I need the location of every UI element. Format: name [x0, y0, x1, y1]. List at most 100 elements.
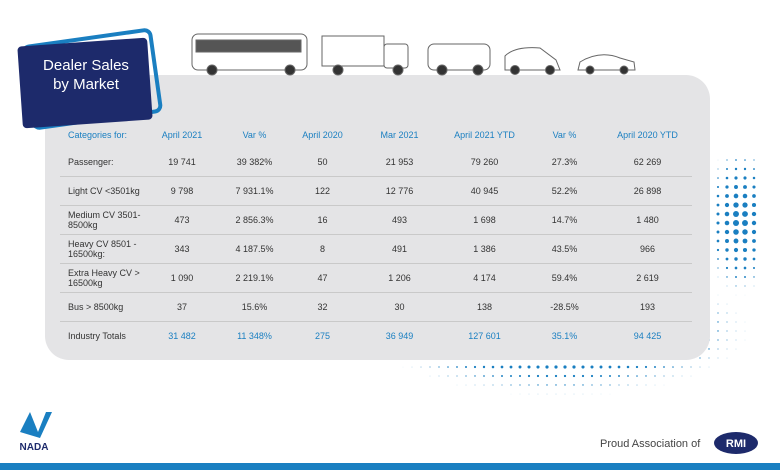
- dot: [726, 321, 728, 323]
- cell: 36 949: [385, 331, 414, 341]
- dot: [733, 193, 739, 199]
- table-row: Industry Totals 31 482 11 348% 275 36 949 127…: [60, 322, 692, 351]
- cell: 9 798: [144, 176, 220, 206]
- header-cell: Mar 2021: [380, 130, 419, 140]
- dot: [564, 384, 566, 386]
- dot: [708, 357, 710, 359]
- dot: [681, 375, 683, 377]
- dot: [690, 366, 692, 368]
- cell: 4 187.5%: [220, 234, 289, 264]
- dot: [717, 303, 719, 305]
- cell: 4 174: [443, 263, 526, 293]
- dot: [725, 239, 729, 243]
- dot: [626, 365, 630, 369]
- dot: [735, 348, 737, 350]
- dot: [726, 330, 728, 332]
- cell: 26 898: [603, 176, 692, 206]
- dot: [717, 168, 719, 170]
- cell: 8: [289, 234, 356, 264]
- dot: [743, 266, 747, 270]
- row-label: Extra Heavy CV > 16500kg: [60, 263, 144, 293]
- dot: [743, 176, 747, 180]
- cell: 275: [314, 331, 331, 341]
- dot: [717, 330, 719, 332]
- cell: 2 856.3%: [220, 205, 289, 235]
- dot: [716, 248, 720, 252]
- header-row: Categories for: April 2021 Var % April 2020…: [60, 122, 692, 148]
- dot: [726, 312, 728, 314]
- dot: [717, 348, 719, 350]
- dot: [635, 365, 639, 369]
- dot: [627, 375, 629, 377]
- dot: [724, 211, 730, 217]
- dot: [726, 276, 728, 278]
- cell: 52.2%: [526, 176, 603, 206]
- title-line: Dealer Sales: [43, 57, 129, 74]
- dot: [608, 365, 612, 369]
- dot: [743, 167, 747, 171]
- dot: [717, 276, 719, 278]
- dot: [456, 366, 458, 368]
- cell: 193: [603, 292, 692, 322]
- dot: [724, 202, 730, 208]
- dot: [599, 365, 603, 369]
- dot: [708, 366, 710, 368]
- dot: [474, 384, 476, 386]
- cell: 37: [144, 292, 220, 322]
- cell: 39 382%: [220, 148, 289, 177]
- dot: [573, 384, 575, 386]
- row-label: Bus > 8500kg: [60, 292, 144, 322]
- dot: [751, 229, 757, 235]
- dot: [518, 374, 522, 378]
- dot: [491, 365, 495, 369]
- dot: [519, 384, 521, 386]
- dot: [726, 168, 728, 170]
- dot: [743, 257, 747, 261]
- dot: [501, 375, 503, 377]
- cell: 7 931.1%: [220, 176, 289, 206]
- header-cell: Categories for:: [68, 130, 128, 140]
- dot: [726, 339, 728, 341]
- dot: [753, 159, 755, 161]
- dot: [734, 257, 738, 261]
- dot: [733, 238, 739, 244]
- header-cell: Var %: [552, 130, 577, 140]
- dot: [716, 203, 720, 207]
- row-label: Passenger:: [60, 148, 144, 177]
- dot: [726, 357, 728, 359]
- dot: [599, 374, 603, 378]
- dot: [733, 202, 739, 208]
- dot: [717, 258, 719, 260]
- dot: [645, 375, 647, 377]
- dot: [724, 220, 730, 226]
- dot: [725, 248, 729, 252]
- bottom-bar: [0, 463, 780, 470]
- dot: [716, 239, 720, 243]
- cell: 19 741: [144, 148, 220, 177]
- dot: [554, 365, 558, 369]
- cell: 43.5%: [526, 234, 603, 264]
- dot: [717, 177, 719, 179]
- cell: 15.6%: [220, 292, 289, 322]
- dot: [743, 185, 747, 189]
- table-row: Heavy CV 8501 - 16500kg: 343 4 187.5% 8 491 1…: [60, 234, 692, 264]
- dot: [617, 365, 621, 369]
- cell: 343: [144, 234, 220, 264]
- dot: [753, 276, 755, 278]
- cell: 16: [289, 205, 356, 235]
- cell: 47: [289, 263, 356, 293]
- dot: [654, 384, 656, 386]
- dot: [742, 202, 748, 208]
- dot: [752, 239, 756, 243]
- dot: [545, 365, 549, 369]
- dot: [447, 375, 449, 377]
- dot: [726, 285, 728, 287]
- title-line: by Market: [53, 76, 120, 93]
- dot: [564, 393, 566, 395]
- dot: [581, 374, 585, 378]
- dot: [742, 211, 748, 217]
- dot: [725, 266, 729, 270]
- dot: [717, 312, 719, 314]
- row-label: Light CV <3501kg: [60, 176, 144, 206]
- tagline: Proud Association of: [600, 438, 701, 450]
